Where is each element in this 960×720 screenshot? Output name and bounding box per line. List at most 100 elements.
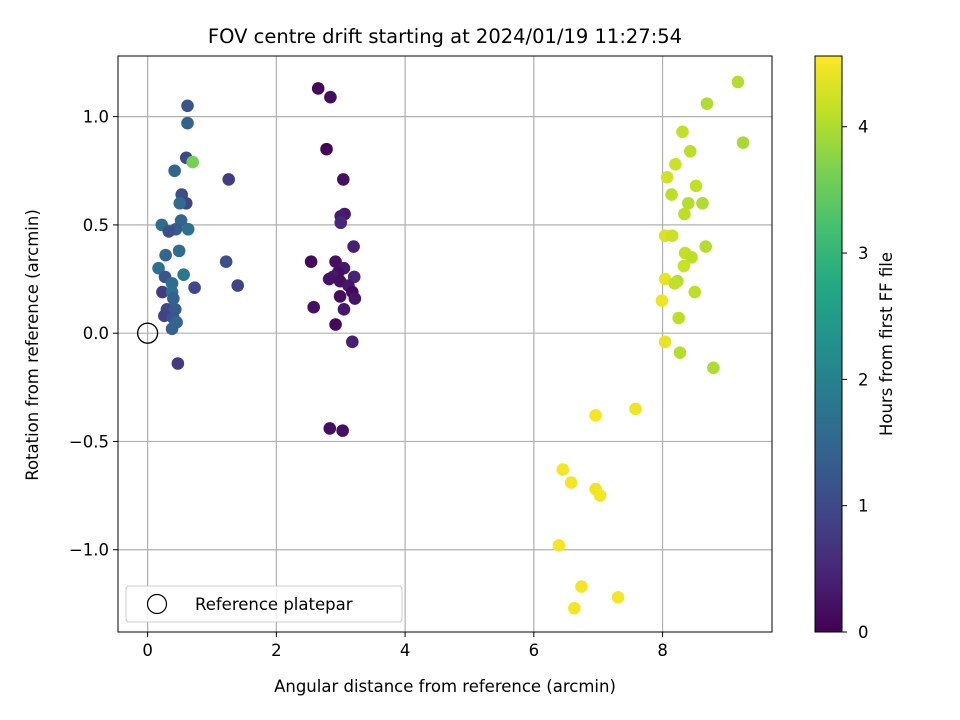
- data-point: [658, 335, 672, 349]
- data-point: [658, 272, 672, 286]
- data-point: [707, 361, 720, 375]
- reference-marker-group: [136, 322, 159, 344]
- reference-platepar-marker: [136, 322, 159, 344]
- legend: Reference platepar: [125, 585, 403, 623]
- colorbar-tick-label: 4: [858, 118, 869, 137]
- colorbar-ticks: 0 1 2 3 4: [842, 118, 869, 642]
- data-point: [552, 539, 566, 552]
- data-point: [699, 240, 712, 253]
- y-tick-label: −1.0: [69, 541, 109, 560]
- data-point: [678, 207, 691, 221]
- data-point: [696, 196, 709, 210]
- data-point: [629, 402, 642, 416]
- data-point: [324, 90, 337, 104]
- data-point: [665, 229, 679, 243]
- x-tick-label: 6: [529, 641, 540, 660]
- data-point: [568, 601, 581, 615]
- data-point: [181, 99, 194, 113]
- y-tick-label: 0.5: [83, 216, 109, 235]
- colorbar: 0 1 2 3 4 Hours from first FF file: [814, 55, 896, 642]
- data-point: [231, 279, 245, 292]
- data-point: [322, 272, 336, 286]
- data-point: [347, 240, 360, 253]
- data-point: [593, 489, 607, 502]
- data-point: [668, 277, 682, 290]
- data-point: [336, 424, 349, 437]
- x-axis-ticks: 0 2 4 6 8: [142, 632, 668, 660]
- data-point: [736, 136, 750, 149]
- data-point: [167, 292, 180, 305]
- plot-frame: [117, 55, 773, 633]
- legend-label-reference: Reference platepar: [195, 595, 353, 614]
- chart-title: FOV centre drift starting at 2024/01/19 …: [208, 25, 682, 48]
- data-point: [700, 97, 714, 110]
- data-point: [611, 591, 625, 604]
- data-point: [188, 281, 201, 294]
- colorbar-label: Hours from first FF file: [877, 252, 896, 436]
- data-point: [673, 346, 687, 359]
- data-point: [177, 268, 190, 282]
- x-tick-label: 4: [400, 641, 411, 660]
- data-point: [171, 357, 185, 370]
- data-point: [589, 409, 602, 422]
- data-point: [336, 173, 350, 186]
- x-tick-label: 0: [142, 641, 153, 660]
- data-points: [152, 75, 750, 615]
- data-point: [323, 422, 337, 435]
- y-axis-ticks: −1.0 −0.5 0.0 0.5 1.0: [69, 108, 118, 560]
- data-point: [685, 251, 698, 264]
- y-tick-label: −0.5: [69, 432, 109, 451]
- data-point: [334, 216, 348, 230]
- data-point: [152, 261, 165, 275]
- data-point: [676, 125, 689, 139]
- data-point: [689, 179, 703, 193]
- data-point: [556, 463, 570, 476]
- data-point: [682, 196, 695, 210]
- data-point: [168, 164, 181, 178]
- data-point: [159, 248, 172, 262]
- data-point: [683, 144, 697, 158]
- data-point: [329, 318, 342, 331]
- x-tick-label: 8: [657, 641, 668, 660]
- legend-marker-open-circle: [146, 593, 168, 615]
- colorbar-tick-label: 0: [858, 623, 869, 642]
- data-point: [677, 259, 691, 273]
- colorbar-tick-label: 2: [858, 370, 869, 389]
- x-tick-label: 2: [271, 641, 282, 660]
- legend-box: [125, 585, 403, 623]
- data-point: [564, 476, 578, 489]
- colorbar-tick-label: 1: [858, 497, 869, 516]
- data-point: [304, 255, 318, 269]
- data-point: [333, 290, 347, 303]
- colorbar-gradient: [814, 55, 843, 633]
- data-point: [320, 142, 333, 156]
- data-point: [186, 155, 199, 169]
- x-axis-label: Angular distance from reference (arcmin): [274, 677, 616, 696]
- y-axis-label: Rotation from reference (arcmin): [23, 209, 42, 481]
- data-point: [222, 173, 236, 186]
- data-point: [156, 285, 169, 299]
- y-tick-label: 0.0: [83, 324, 109, 343]
- data-point: [337, 303, 351, 316]
- data-point: [181, 222, 195, 236]
- data-point: [219, 255, 233, 269]
- data-point: [173, 196, 187, 210]
- data-point: [172, 244, 186, 258]
- data-point: [672, 311, 685, 325]
- data-point: [669, 157, 682, 171]
- data-point: [346, 335, 359, 349]
- data-point: [731, 75, 745, 89]
- data-point: [311, 82, 325, 95]
- y-tick-label: 1.0: [83, 108, 109, 127]
- grid-lines: [118, 56, 772, 632]
- data-point: [688, 285, 702, 299]
- data-point: [307, 300, 320, 314]
- data-point: [575, 580, 588, 593]
- data-point: [655, 294, 669, 307]
- data-point: [181, 116, 194, 130]
- data-point: [665, 188, 678, 201]
- data-point: [348, 292, 362, 305]
- data-point: [162, 225, 176, 238]
- data-point: [165, 277, 179, 290]
